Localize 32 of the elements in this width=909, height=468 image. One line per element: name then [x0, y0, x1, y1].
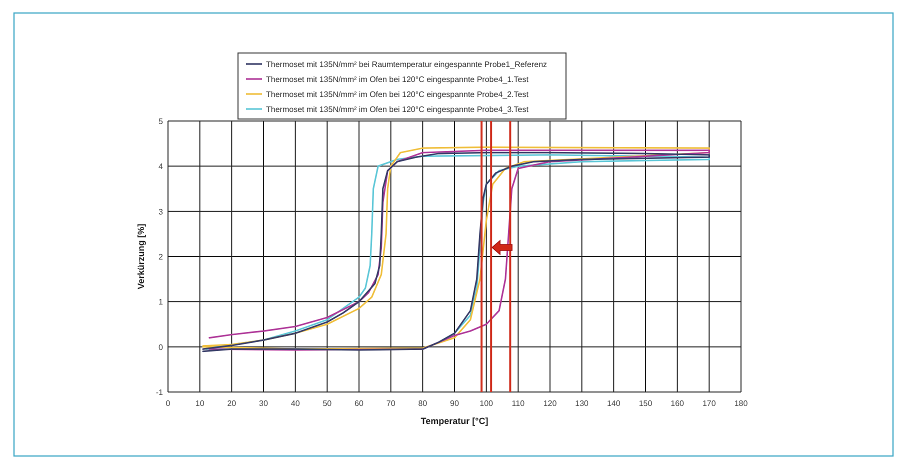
legend-label: Thermoset mit 135N/mm² im Ofen bei 120°C eingespannte Probe4_2.Test	[266, 90, 530, 99]
x-tick-label: 90	[450, 399, 460, 408]
x-tick-label: 10	[195, 399, 205, 408]
x-tick-label: 0	[166, 399, 171, 408]
x-tick-label: 110	[512, 399, 526, 408]
x-tick-label: 50	[322, 399, 332, 408]
legend-label: Thermoset mit 135N/mm² bei Raumtemperatur eingespannte Probe1_Referenz	[266, 60, 548, 69]
y-tick-label: 2	[158, 252, 164, 262]
y-tick-label: 1	[158, 298, 164, 307]
y-tick-label: 5	[158, 117, 164, 126]
x-tick-label: 80	[418, 399, 428, 408]
x-tick-label: 160	[670, 399, 685, 408]
x-tick-label: 60	[354, 399, 364, 408]
y-tick-label: 4	[158, 162, 164, 172]
x-axis-title: Temperatur [°C]	[420, 416, 488, 426]
x-tick-label: 140	[606, 399, 621, 408]
x-tick-label: 170	[702, 399, 716, 408]
x-tick-label: 100	[480, 399, 494, 408]
x-tick-label: 70	[386, 399, 396, 408]
legend-label: Thermoset mit 135N/mm² im Ofen bei 120°C eingespannte Probe4_1.Test	[266, 75, 530, 84]
y-axis-title: Verkürzung [%]	[136, 224, 146, 290]
x-tick-label: 130	[575, 399, 590, 408]
x-tick-label: 20	[227, 399, 237, 408]
x-tick-label: 150	[638, 399, 653, 408]
x-tick-label: 40	[290, 399, 300, 408]
y-tick-label: 3	[158, 207, 164, 216]
x-tick-label: 30	[259, 399, 268, 408]
legend-label: Thermoset mit 135N/mm² im Ofen bei 120°C eingespannte Probe4_3.Test	[266, 105, 530, 114]
x-tick-label: 180	[734, 399, 748, 408]
y-tick-label: 0	[158, 342, 164, 352]
x-tick-label: 120	[543, 399, 558, 408]
y-tick-label: -1	[156, 388, 164, 397]
